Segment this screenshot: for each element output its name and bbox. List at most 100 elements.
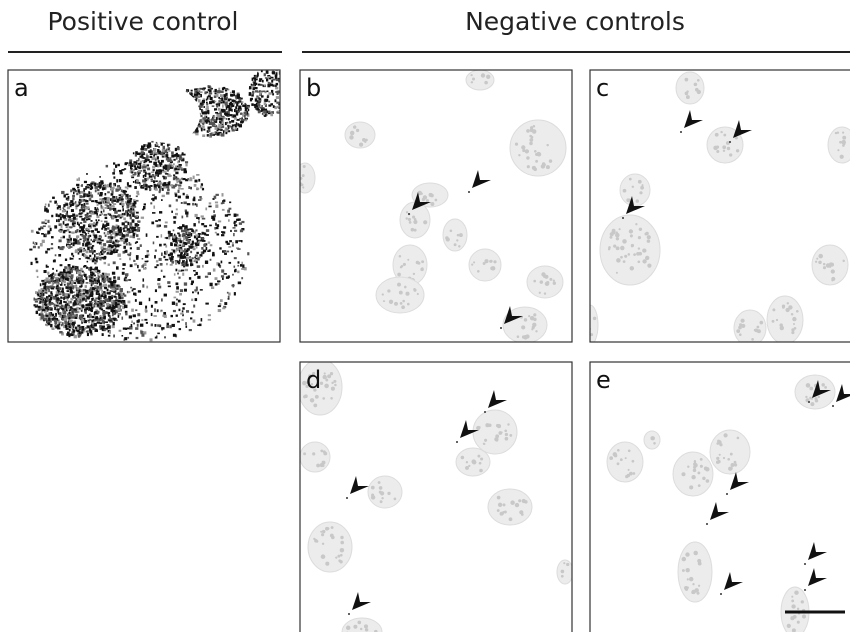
speckle	[195, 214, 198, 217]
nucleolus	[310, 398, 314, 402]
speckle	[173, 185, 176, 188]
speckle	[245, 118, 247, 120]
speckle	[120, 172, 123, 174]
speckle	[56, 297, 59, 300]
speckle	[191, 283, 193, 285]
speckle	[38, 228, 40, 231]
nucleolus	[818, 261, 821, 264]
speckle	[135, 223, 138, 226]
speckle	[202, 240, 205, 242]
speckle	[186, 196, 189, 199]
nucleolus	[617, 462, 620, 465]
speckle	[286, 88, 288, 90]
speckle	[231, 251, 233, 253]
nucleolus	[303, 452, 306, 455]
nucleolus	[400, 302, 403, 305]
speckle	[136, 337, 139, 339]
speckle	[210, 126, 212, 128]
nucleolus	[685, 78, 689, 82]
speckle	[77, 330, 80, 332]
speckle	[232, 274, 234, 276]
speckle	[104, 207, 107, 209]
speckle	[71, 316, 74, 318]
speckle	[77, 242, 80, 245]
nucleolus	[340, 548, 345, 553]
speckle	[79, 258, 81, 260]
speckle	[113, 322, 115, 325]
speckle	[134, 263, 137, 265]
speckle	[182, 307, 184, 309]
nucleus	[607, 442, 643, 482]
nucleolus	[553, 279, 555, 281]
speckle	[48, 307, 51, 309]
speckle	[240, 264, 242, 267]
speckle	[103, 248, 106, 250]
speckle	[112, 272, 115, 275]
nucleolus	[334, 384, 337, 387]
nucleolus	[504, 429, 507, 432]
speckle	[110, 183, 112, 185]
speckle	[51, 328, 54, 330]
speckle	[173, 163, 175, 165]
speckle	[99, 235, 101, 237]
speckle	[147, 173, 149, 175]
speckle	[268, 76, 271, 78]
speckle	[180, 313, 183, 315]
speckle	[84, 203, 86, 206]
speckle	[78, 177, 80, 180]
speckle	[173, 334, 176, 337]
nucleolus	[610, 236, 613, 239]
speckle	[206, 229, 209, 232]
speckle	[158, 286, 161, 289]
speckle	[59, 287, 61, 290]
speckle	[154, 176, 156, 179]
speckle	[122, 263, 125, 266]
speckle	[86, 277, 88, 280]
speckle	[218, 305, 221, 307]
speckle	[139, 184, 141, 187]
speckle	[256, 105, 258, 107]
speckle	[175, 148, 177, 151]
speckle	[270, 113, 273, 116]
speckle	[178, 277, 180, 279]
nucleolus	[399, 255, 402, 258]
speckle	[165, 222, 168, 224]
speckle	[189, 178, 192, 181]
nucleolus	[653, 442, 656, 445]
nucleolus	[818, 254, 823, 259]
speckle	[141, 151, 144, 154]
speckle	[173, 230, 175, 232]
speckle	[206, 234, 209, 236]
speckle	[181, 264, 183, 267]
nucleolus	[411, 228, 415, 232]
nucleolus	[616, 258, 621, 263]
speckle	[133, 314, 136, 317]
nucleolus	[640, 186, 644, 190]
speckle	[195, 234, 198, 236]
speckle	[282, 89, 284, 92]
speckle	[202, 112, 205, 115]
speckle	[216, 103, 219, 105]
speckle	[271, 80, 273, 83]
speckle	[68, 274, 71, 276]
nucleolus	[405, 292, 409, 296]
speckle	[125, 274, 128, 277]
speckle	[67, 226, 69, 228]
speckle	[283, 96, 285, 98]
nucleolus	[356, 129, 359, 132]
speckle	[218, 108, 220, 111]
speckle	[161, 234, 163, 237]
speckle	[190, 262, 192, 264]
speckle	[157, 283, 160, 285]
nucleolus	[498, 431, 502, 435]
speckle	[79, 317, 82, 320]
nucleolus	[797, 621, 800, 624]
speckle	[83, 225, 85, 227]
speckle	[69, 246, 72, 248]
speckle	[83, 190, 85, 192]
nucleolus	[471, 459, 476, 464]
speckle	[111, 297, 113, 299]
speckle	[112, 217, 115, 219]
nucleolus	[682, 557, 686, 561]
nucleolus	[526, 156, 529, 159]
